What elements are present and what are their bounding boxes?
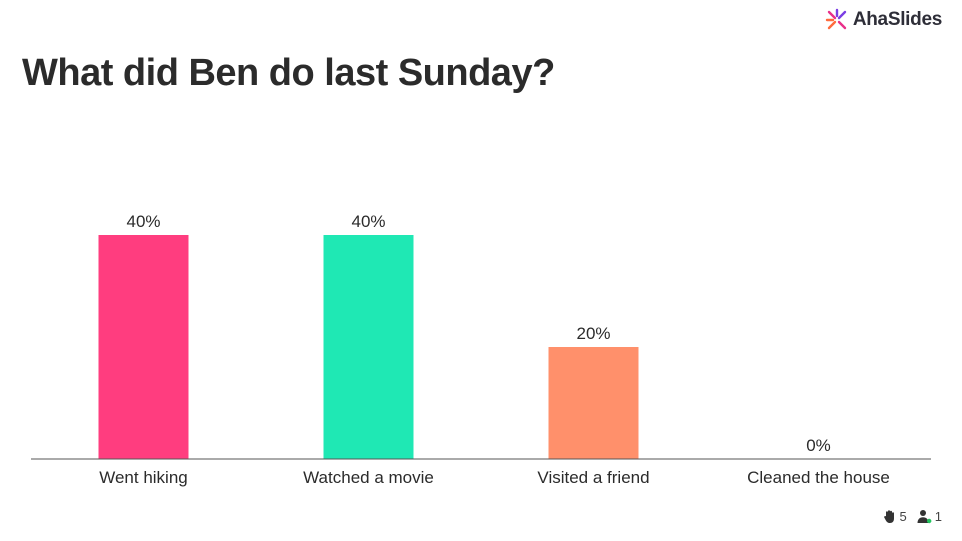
- data-label: 0%: [806, 436, 831, 455]
- brand-logo: AhaSlides: [825, 8, 942, 32]
- data-label: 40%: [351, 212, 385, 231]
- category-label: Visited a friend: [537, 468, 649, 487]
- bar: [323, 235, 414, 459]
- bar: [548, 347, 639, 459]
- bar: [98, 235, 189, 459]
- reactions-count: 5: [899, 509, 907, 524]
- user-icon: [917, 510, 932, 524]
- reactions-stat: 5: [883, 509, 907, 524]
- category-label: Watched a movie: [303, 468, 434, 487]
- footer-stats: 5 1: [883, 509, 942, 524]
- ahaslides-logo-icon: [825, 8, 847, 30]
- participants-count: 1: [934, 509, 942, 524]
- data-label: 20%: [576, 324, 610, 343]
- brand-name: AhaSlides: [852, 9, 942, 30]
- category-label: Cleaned the house: [747, 468, 890, 487]
- category-label: Went hiking: [99, 468, 188, 487]
- hand-icon: [883, 510, 894, 523]
- participants-stat: 1: [917, 509, 942, 524]
- data-label: 40%: [126, 212, 160, 231]
- page-title: What did Ben do last Sunday?: [22, 52, 555, 94]
